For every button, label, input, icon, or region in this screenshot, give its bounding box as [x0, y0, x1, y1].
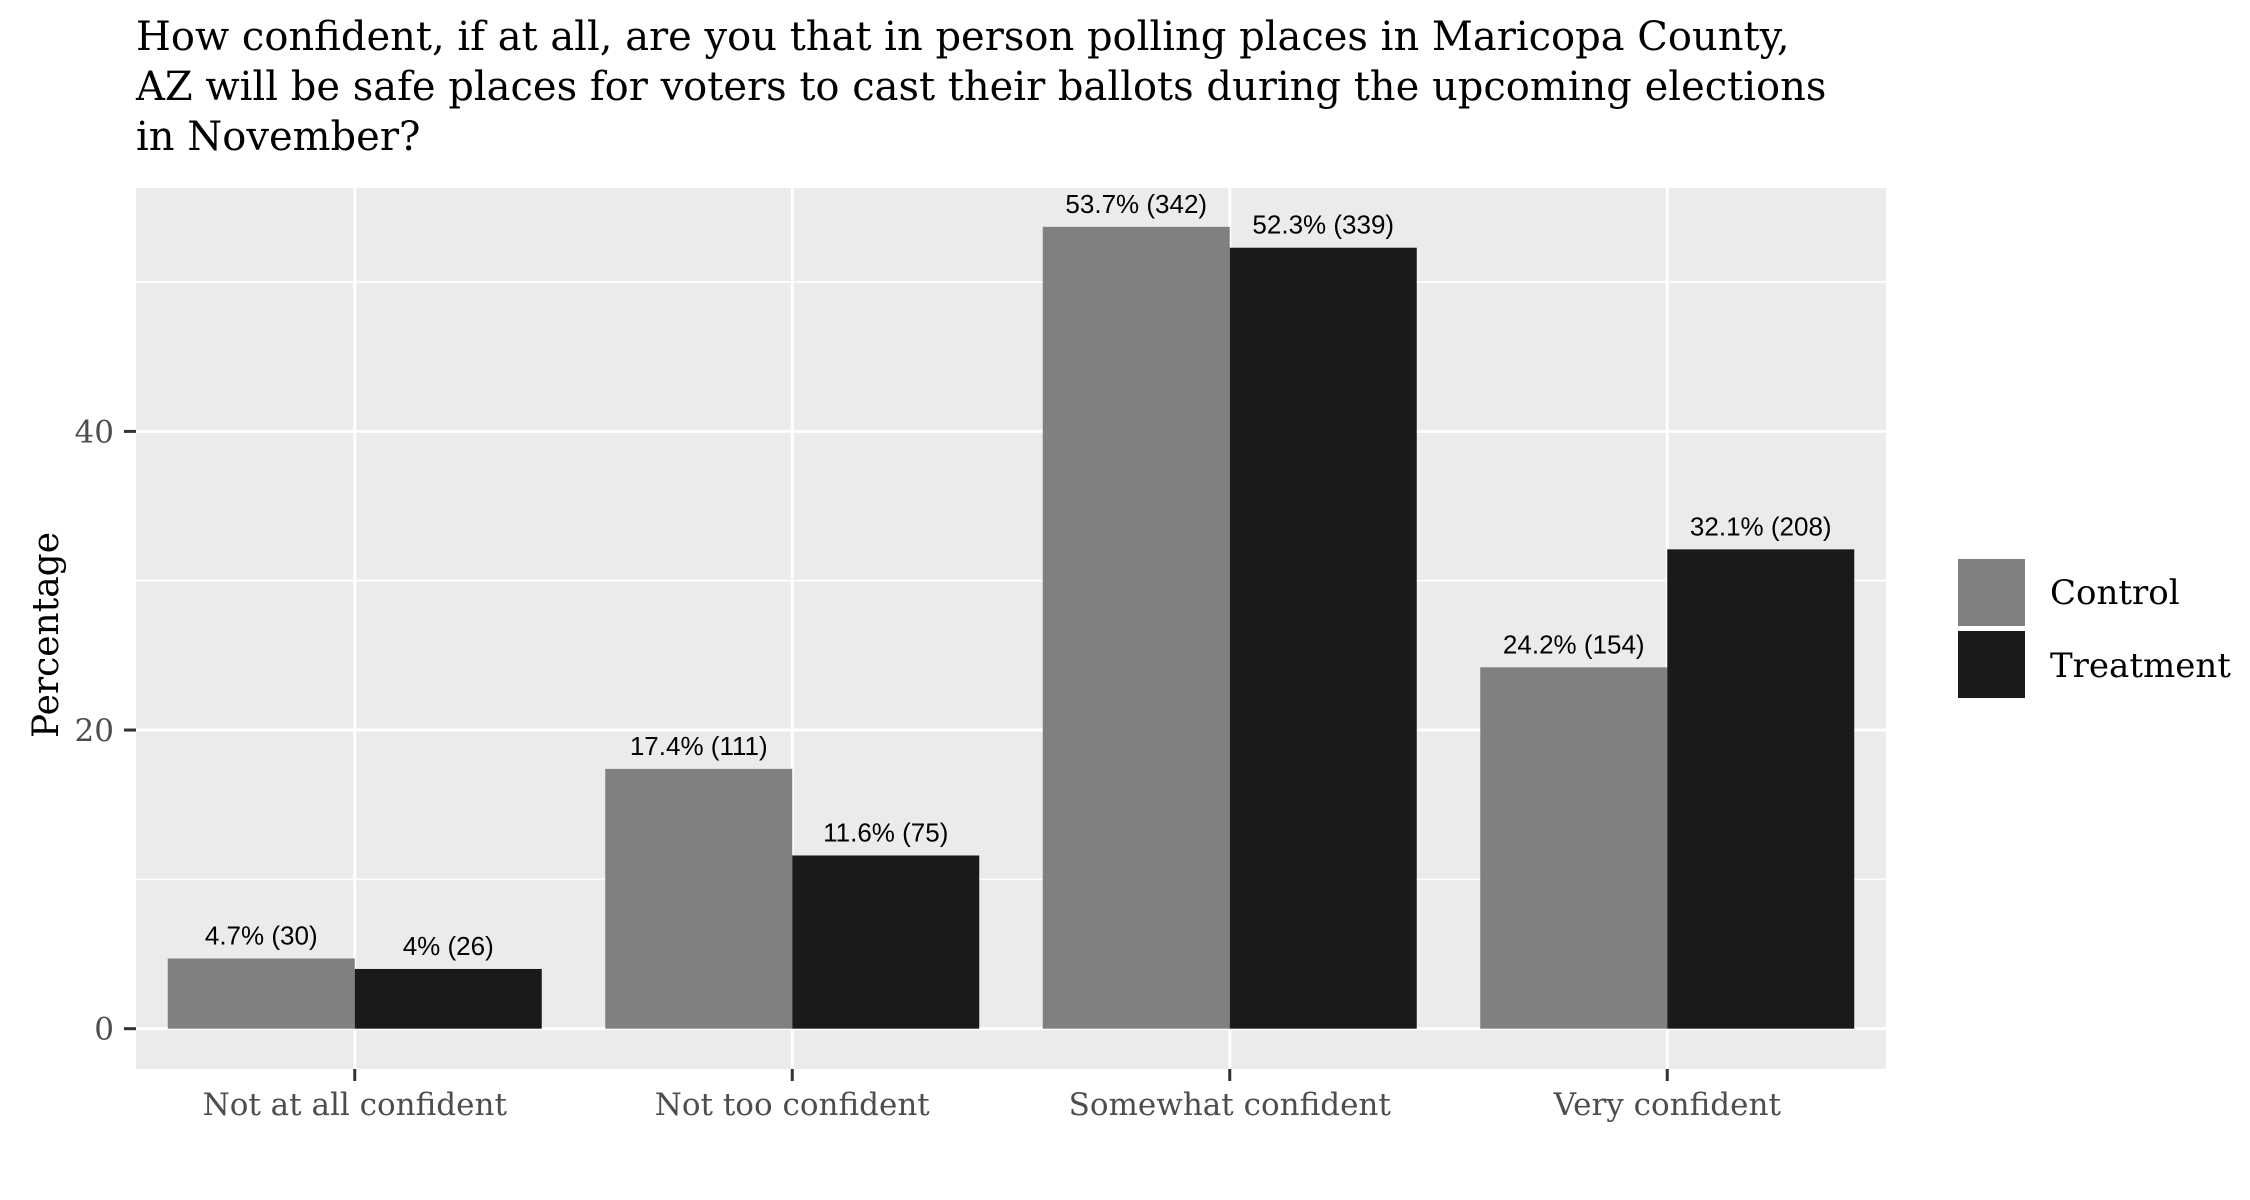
- legend-label-treatment: Treatment: [2050, 646, 2231, 686]
- legend-key-control: [1956, 557, 2027, 628]
- bar-treatment-2: [792, 855, 980, 1029]
- y-tick-label: 40: [75, 414, 114, 450]
- x-tick-label: Very confident: [1553, 1087, 1782, 1123]
- bar-value-label: 52.3% (339): [1252, 210, 1394, 240]
- bar-value-label: 4.7% (30): [205, 921, 318, 951]
- x-tick-label: Somewhat confident: [1069, 1087, 1392, 1123]
- legend-label-control: Control: [2050, 573, 2180, 613]
- chart-title-line-1: How confident, if at all, are you that i…: [136, 14, 1790, 60]
- bar-control-1: [167, 958, 355, 1029]
- chart-title-line-3: in November?: [136, 114, 420, 160]
- bar-labels: 4.7% (30) 4% (26) 17.4% (111) 11.6% (75) 53.…: [205, 189, 1832, 961]
- bar-control-2: [605, 768, 793, 1029]
- bar-control-4: [1480, 667, 1668, 1029]
- bar-control-3: [1042, 226, 1230, 1029]
- legend-key-treatment: [1956, 629, 2027, 700]
- y-axis: 0 20 40: [75, 414, 136, 1048]
- bar-value-label: 32.1% (208): [1690, 511, 1832, 541]
- bar-value-label: 17.4% (111): [630, 731, 768, 761]
- bar-value-label: 4% (26): [403, 931, 494, 961]
- bar-value-label: 11.6% (75): [823, 817, 948, 847]
- bar-treatment-3: [1229, 247, 1417, 1029]
- y-tick-label: 20: [75, 713, 114, 749]
- x-tick-label: Not at all confident: [203, 1087, 508, 1123]
- bar-value-label: 24.2% (154): [1503, 629, 1645, 659]
- bar-value-label: 53.7% (342): [1065, 189, 1207, 219]
- bar-treatment-1: [354, 968, 542, 1029]
- legend: Control Treatment: [1956, 557, 2231, 700]
- y-axis-title: Percentage: [26, 532, 67, 738]
- x-tick-label: Not too confident: [655, 1087, 931, 1123]
- bar-treatment-4: [1667, 549, 1855, 1029]
- x-axis: Not at all confident Not too confident Som…: [203, 1069, 1782, 1123]
- y-tick-label: 0: [94, 1012, 114, 1048]
- chart-title-line-2: AZ will be safe places for voters to cas…: [135, 64, 1826, 110]
- bars: [167, 226, 1855, 1029]
- chart-title: How confident, if at all, are you that i…: [135, 14, 1826, 160]
